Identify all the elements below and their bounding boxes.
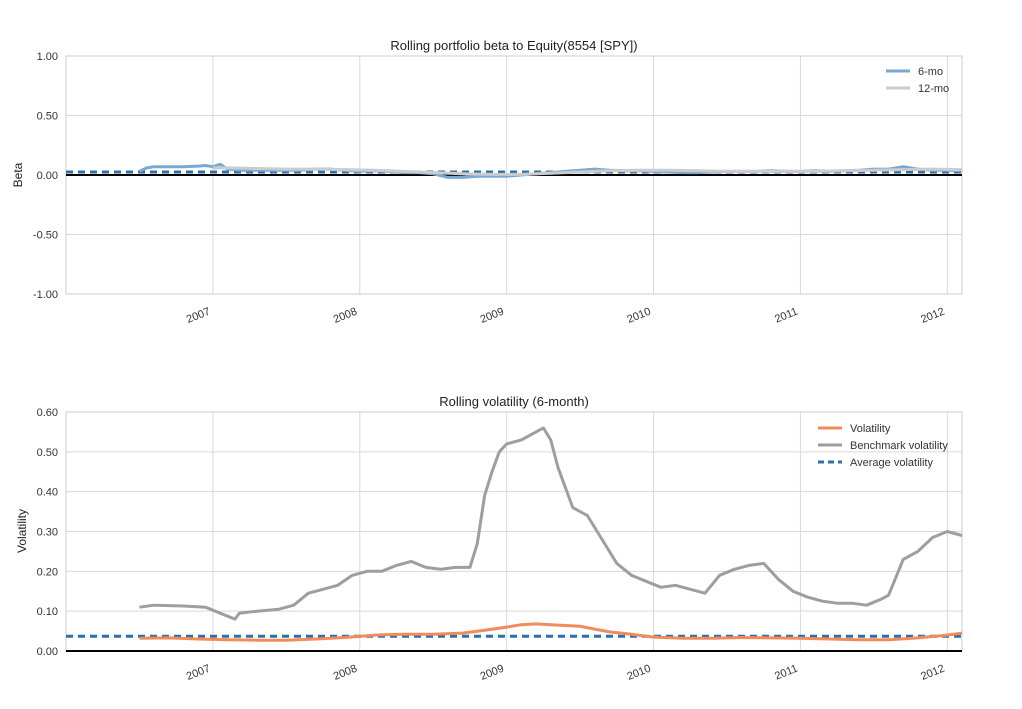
beta-chart-ytick-label: -1.00: [33, 289, 58, 301]
volatility-chart-xtick-label: 2011: [773, 663, 799, 683]
volatility-chart-ytick-label: 0.30: [37, 527, 58, 539]
volatility-chart-reference-lines: [66, 634, 962, 652]
beta-chart-xtick-label: 2012: [919, 306, 946, 326]
volatility-chart-ytick-label: 0.60: [37, 407, 58, 419]
volatility-chart-legend-label: Average volatility: [850, 457, 933, 469]
beta-chart-ytick-label: -0.50: [33, 230, 58, 242]
beta-chart-ylabel: Beta: [11, 162, 25, 187]
beta-chart-xtick-label: 2011: [773, 306, 799, 326]
beta-chart: Rolling portfolio beta to Equity(8554 [S…: [11, 38, 963, 326]
beta-chart-legend-label: 6-mo: [918, 66, 943, 78]
volatility-chart-xtick-label: 2012: [919, 663, 946, 683]
volatility-chart-series-0-line: [139, 622, 963, 642]
volatility-chart-xtick-label: 2010: [625, 663, 652, 683]
beta-chart-ytick-label: 0.50: [37, 111, 58, 123]
volatility-chart-ytick-label: 0.50: [37, 447, 58, 459]
beta-chart-xtick-label: 2010: [625, 306, 652, 326]
volatility-chart: Rolling volatility (6-month) Volatility …: [15, 394, 963, 683]
beta-chart-title: Rolling portfolio beta to Equity(8554 [S…: [390, 38, 637, 53]
beta-chart-ytick-label: 0.00: [37, 170, 58, 182]
volatility-chart-series: [139, 426, 963, 642]
volatility-chart-grid: [66, 411, 962, 652]
volatility-chart-ytick-label: 0.10: [37, 606, 58, 618]
volatility-chart-xtick-label: 2008: [332, 663, 359, 683]
volatility-chart-ytick-label: 0.20: [37, 566, 58, 578]
beta-chart-xtick-label: 2008: [332, 306, 359, 326]
volatility-chart-legend: Volatility Benchmark volatility Average vo…: [818, 423, 948, 469]
volatility-chart-xtick-label: 2007: [185, 663, 212, 683]
volatility-chart-series-1-line: [139, 426, 963, 621]
volatility-chart-yticks: 0.60 0.50 0.40 0.30 0.20 0.10 0.00: [37, 407, 58, 658]
volatility-chart-legend-label: Volatility: [850, 423, 891, 435]
beta-chart-series-1-line: [212, 166, 963, 176]
volatility-chart-legend-label: Benchmark volatility: [850, 440, 948, 452]
volatility-chart-title: Rolling volatility (6-month): [439, 394, 589, 409]
beta-chart-yticks: 1.00 0.50 0.00 -0.50 -1.00: [33, 51, 58, 301]
volatility-chart-xtick-label: 2009: [479, 663, 506, 683]
volatility-chart-xticks: 2007 2008 2009 2010 2011 2012: [185, 663, 947, 683]
beta-chart-xtick-label: 2009: [479, 306, 506, 326]
volatility-chart-ytick-label: 0.40: [37, 487, 58, 499]
volatility-chart-ylabel: Volatility: [15, 509, 29, 553]
beta-chart-legend-label: 12-mo: [918, 83, 949, 95]
beta-chart-xticks: 2007 2008 2009 2010 2011 2012: [185, 306, 947, 326]
beta-chart-series: [138, 162, 963, 179]
beta-chart-xtick-label: 2007: [185, 306, 212, 326]
beta-chart-legend: 6-mo 12-mo: [886, 66, 949, 95]
beta-chart-ytick-label: 1.00: [37, 51, 58, 63]
volatility-chart-ytick-label: 0.00: [37, 646, 58, 658]
